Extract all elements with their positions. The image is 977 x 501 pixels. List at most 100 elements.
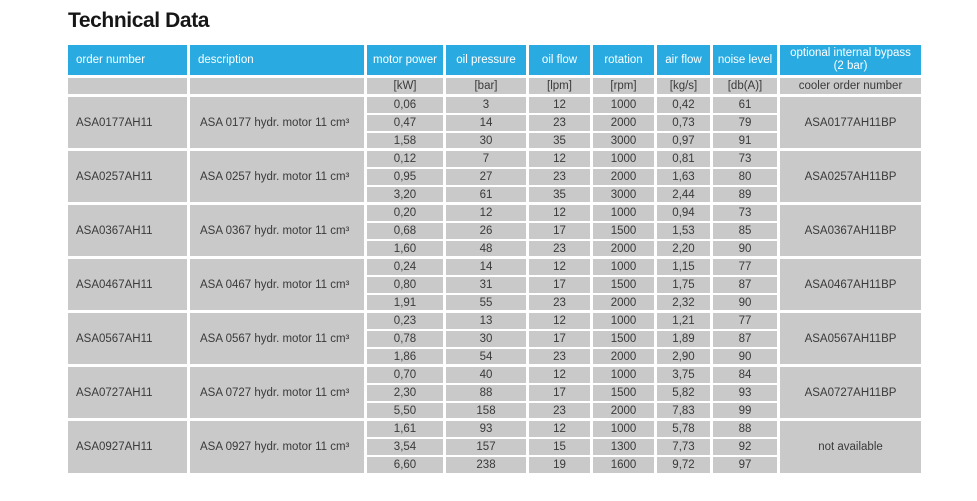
cell-rotation: 1500 (590, 274, 657, 295)
data-row: ASA0367AH11 ASA 0367 hydr. motor 11 cm³ 0,… (65, 202, 924, 259)
cell-air-flow: 3,75 (654, 364, 713, 385)
cell-oil-pressure: 93 (443, 418, 529, 439)
cell-oil-flow: 12 (526, 94, 593, 115)
cell-noise-level: 88 (710, 418, 780, 439)
description-cell: ASA 0367 hydr. motor 11 cm³ (187, 202, 367, 259)
data-row: 0,95 27 23 2000 1,63 80 (67, 166, 923, 187)
cell-air-flow: 1,53 (654, 220, 713, 241)
cell-noise-level: 90 (710, 346, 780, 367)
cell-oil-flow: 23 (526, 346, 593, 367)
cell-oil-flow: 17 (526, 274, 593, 295)
cell-motor-power: 0,95 (364, 166, 446, 187)
cell-noise-level: 79 (710, 112, 780, 133)
unit-cell-oil-flow: [lpm] (526, 75, 593, 97)
cell-motor-power: 5,50 (364, 400, 446, 421)
column-header-noise-level: noise level (710, 43, 780, 79)
cell-oil-flow: 23 (526, 166, 593, 187)
cell-air-flow: 0,73 (654, 112, 713, 133)
cell-oil-flow: 17 (526, 220, 593, 241)
order-number-cell: ASA0257AH11 (65, 148, 190, 205)
cell-air-flow: 7,83 (654, 400, 713, 421)
data-row: ASA0257AH11 ASA 0257 hydr. motor 11 cm³ 0,… (65, 148, 924, 205)
cell-air-flow: 0,42 (654, 94, 713, 115)
column-header-air-flow: air flow (654, 43, 713, 79)
cell-noise-level: 73 (710, 148, 780, 169)
cell-oil-pressure: 88 (443, 382, 529, 403)
cell-rotation: 2000 (590, 112, 657, 133)
cell-air-flow: 1,75 (654, 274, 713, 295)
cell-oil-pressure: 31 (443, 274, 529, 295)
cell-motor-power: 0,24 (364, 256, 446, 277)
technical-data-table: order number description motor power oil pr… (65, 43, 924, 475)
data-row: ASA0467AH11 ASA 0467 hydr. motor 11 cm³ 0,… (65, 256, 924, 313)
data-row: 2,30 88 17 1500 5,82 93 (67, 382, 923, 403)
cell-rotation: 1000 (590, 310, 657, 331)
cell-noise-level: 89 (710, 184, 780, 205)
cell-oil-flow: 12 (526, 418, 593, 439)
description-cell: ASA 0467 hydr. motor 11 cm³ (187, 256, 367, 313)
cell-oil-pressure: 55 (443, 292, 529, 313)
data-row: 0,47 14 23 2000 0,73 79 (67, 112, 923, 133)
cell-motor-power: 0,06 (364, 94, 446, 115)
cell-noise-level: 97 (710, 454, 780, 475)
cell-rotation: 2000 (590, 166, 657, 187)
cell-noise-level: 77 (710, 310, 780, 331)
cell-rotation: 1300 (590, 436, 657, 457)
cell-rotation: 3000 (590, 184, 657, 205)
cell-oil-flow: 23 (526, 400, 593, 421)
cell-oil-flow: 15 (526, 436, 593, 457)
bypass-cell: ASA0367AH11BP (777, 202, 924, 259)
cell-oil-pressure: 26 (443, 220, 529, 241)
description-cell: ASA 0177 hydr. motor 11 cm³ (187, 94, 367, 151)
page-title: Technical Data (68, 9, 210, 32)
cell-oil-flow: 17 (526, 382, 593, 403)
cell-oil-pressure: 7 (443, 148, 529, 169)
bypass-cell: ASA0177AH11BP (777, 94, 924, 151)
column-header-rotation: rotation (590, 43, 657, 79)
cell-rotation: 1600 (590, 454, 657, 475)
cell-motor-power: 0,80 (364, 274, 446, 295)
order-number-cell: ASA0177AH11 (65, 94, 190, 151)
cell-rotation: 2000 (590, 400, 657, 421)
cell-motor-power: 0,23 (364, 310, 446, 331)
unit-cell-motor-power: [kW] (364, 75, 446, 97)
description-cell: ASA 0257 hydr. motor 11 cm³ (187, 148, 367, 205)
cell-noise-level: 80 (710, 166, 780, 187)
cell-air-flow: 9,72 (654, 454, 713, 475)
cell-oil-flow: 23 (526, 112, 593, 133)
cell-noise-level: 87 (710, 328, 780, 349)
order-number-cell: ASA0927AH11 (65, 418, 190, 475)
data-row: 0,68 26 17 1500 1,53 85 (67, 220, 923, 241)
cell-air-flow: 1,63 (654, 166, 713, 187)
cell-noise-level: 91 (710, 130, 780, 151)
order-number-cell: ASA0367AH11 (65, 202, 190, 259)
cell-motor-power: 1,91 (364, 292, 446, 313)
cell-oil-pressure: 13 (443, 310, 529, 331)
cell-oil-pressure: 48 (443, 238, 529, 259)
data-row: ASA0727AH11 ASA 0727 hydr. motor 11 cm³ 0,… (65, 364, 924, 421)
cell-rotation: 1500 (590, 328, 657, 349)
cell-oil-pressure: 40 (443, 364, 529, 385)
column-header-bypass: optional internal bypass (2 bar) (777, 43, 924, 79)
cell-oil-pressure: 61 (443, 184, 529, 205)
cell-noise-level: 61 (710, 94, 780, 115)
cell-oil-flow: 12 (526, 256, 593, 277)
cell-noise-level: 87 (710, 274, 780, 295)
cell-rotation: 1000 (590, 94, 657, 115)
column-header-oil-pressure: oil pressure (443, 43, 529, 79)
cell-oil-flow: 17 (526, 328, 593, 349)
data-row: 0,78 30 17 1500 1,89 87 (67, 328, 923, 349)
cell-air-flow: 2,20 (654, 238, 713, 259)
bypass-cell: ASA0467AH11BP (777, 256, 924, 313)
cell-noise-level: 93 (710, 382, 780, 403)
description-cell: ASA 0927 hydr. motor 11 cm³ (187, 418, 367, 475)
cell-air-flow: 2,90 (654, 346, 713, 367)
data-row: ASA0567AH11 ASA 0567 hydr. motor 11 cm³ 0,… (65, 310, 924, 367)
cell-motor-power: 0,20 (364, 202, 446, 223)
unit-cell-bypass: cooler order number (777, 75, 924, 97)
data-row: 0,80 31 17 1500 1,75 87 (67, 274, 923, 295)
cell-air-flow: 7,73 (654, 436, 713, 457)
cell-motor-power: 0,78 (364, 328, 446, 349)
cell-rotation: 2000 (590, 292, 657, 313)
cell-oil-flow: 35 (526, 184, 593, 205)
